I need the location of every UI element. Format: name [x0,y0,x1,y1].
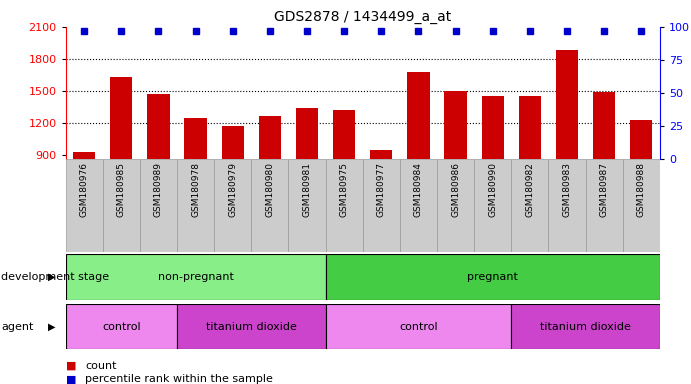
Text: GSM180982: GSM180982 [525,162,534,217]
Text: GSM180981: GSM180981 [303,162,312,217]
Bar [214,159,252,252]
Bar [66,159,103,252]
Text: ■: ■ [66,361,76,371]
Bar [370,150,392,251]
Bar [147,94,169,251]
Bar [444,91,466,251]
Text: control: control [399,322,438,332]
Text: titanium dioxide: titanium dioxide [206,322,297,332]
Bar [140,159,177,252]
Bar [177,304,325,349]
Text: GSM180975: GSM180975 [340,162,349,217]
Text: ▶: ▶ [48,272,55,282]
Bar [407,72,430,251]
Text: GSM180977: GSM180977 [377,162,386,217]
Bar [437,159,474,252]
Text: percentile rank within the sample: percentile rank within the sample [85,374,273,384]
Bar [363,159,400,252]
Text: pregnant: pregnant [467,272,518,282]
Bar [400,159,437,252]
Bar [325,254,660,300]
Text: GSM180978: GSM180978 [191,162,200,217]
Text: GSM180986: GSM180986 [451,162,460,217]
Bar [549,159,586,252]
Bar [103,159,140,252]
Bar [177,159,214,252]
Bar [482,96,504,251]
Bar [556,50,578,251]
Text: GSM180979: GSM180979 [228,162,237,217]
Text: GSM180985: GSM180985 [117,162,126,217]
Bar [184,118,207,251]
Bar [511,159,549,252]
Bar [593,92,615,251]
Text: count: count [85,361,117,371]
Bar [110,77,133,251]
Bar [296,108,318,251]
Bar [73,152,95,251]
Text: GSM180976: GSM180976 [79,162,88,217]
Text: GSM180989: GSM180989 [154,162,163,217]
Bar [66,254,325,300]
Bar [585,159,623,252]
Text: GSM180988: GSM180988 [637,162,646,217]
Bar [325,304,511,349]
Bar [288,159,325,252]
Text: GSM180984: GSM180984 [414,162,423,217]
Bar [474,159,511,252]
Bar [630,120,652,251]
Text: GSM180987: GSM180987 [600,162,609,217]
Bar [252,159,289,252]
Text: non-pregnant: non-pregnant [158,272,234,282]
Bar [66,304,177,349]
Bar [511,304,660,349]
Text: ▶: ▶ [48,322,55,332]
Text: GSM180990: GSM180990 [489,162,498,217]
Bar [519,96,541,251]
Bar [258,116,281,251]
Text: development stage: development stage [1,272,109,282]
Text: GSM180980: GSM180980 [265,162,274,217]
Text: agent: agent [1,322,34,332]
Text: titanium dioxide: titanium dioxide [540,322,631,332]
Bar [623,159,660,252]
Bar [222,126,244,251]
Text: ■: ■ [66,374,76,384]
Text: control: control [102,322,141,332]
Bar [325,159,363,252]
Bar [333,110,355,251]
Title: GDS2878 / 1434499_a_at: GDS2878 / 1434499_a_at [274,10,451,25]
Text: GSM180983: GSM180983 [562,162,571,217]
